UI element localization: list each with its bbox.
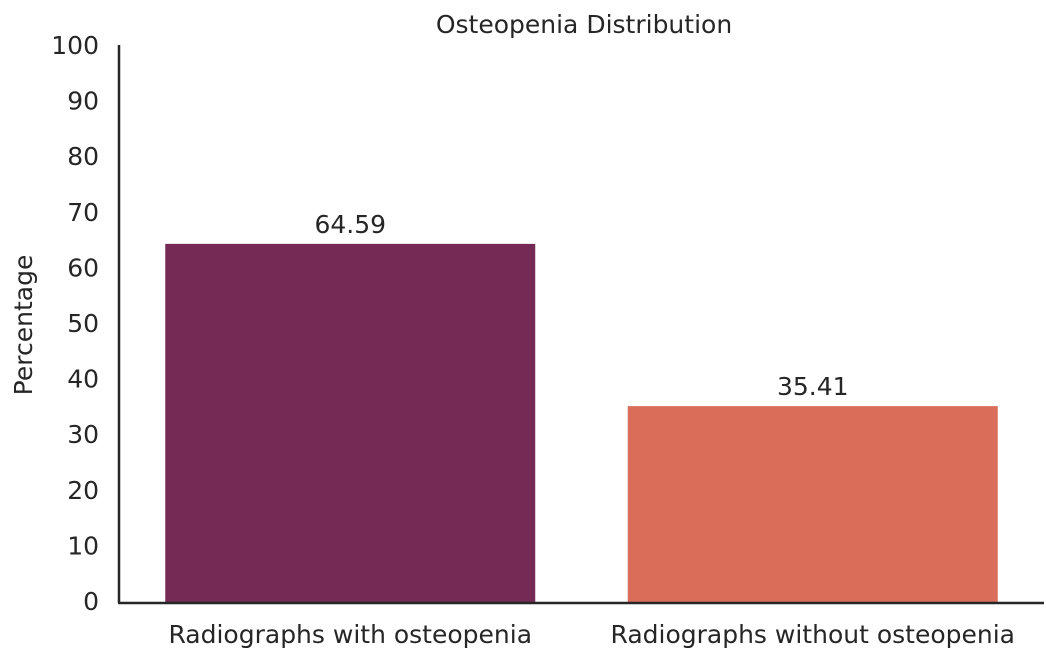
y-tick-label: 80 [67,142,99,171]
y-tick-label: 50 [67,309,99,338]
bar [627,406,998,603]
value-label: 64.59 [314,210,386,239]
x-tick-label: Radiographs with osteopenia [168,620,532,649]
y-tick-label: 70 [67,198,99,227]
y-tick-label: 40 [67,365,99,394]
chart-title: Osteopenia Distribution [436,10,732,39]
y-tick-label: 30 [67,420,99,449]
y-tick-label: 100 [51,31,99,60]
y-tick-label: 60 [67,253,99,282]
bar [165,243,536,604]
y-tick-label: 90 [67,87,99,116]
y-tick-label: 20 [67,476,99,505]
y-tick-label: 0 [83,587,99,616]
value-label: 35.41 [777,372,849,401]
x-tick-label: Radiographs without osteopenia [611,620,1016,649]
y-tick-label: 10 [67,531,99,560]
y-axis-label: Percentage [9,255,38,396]
